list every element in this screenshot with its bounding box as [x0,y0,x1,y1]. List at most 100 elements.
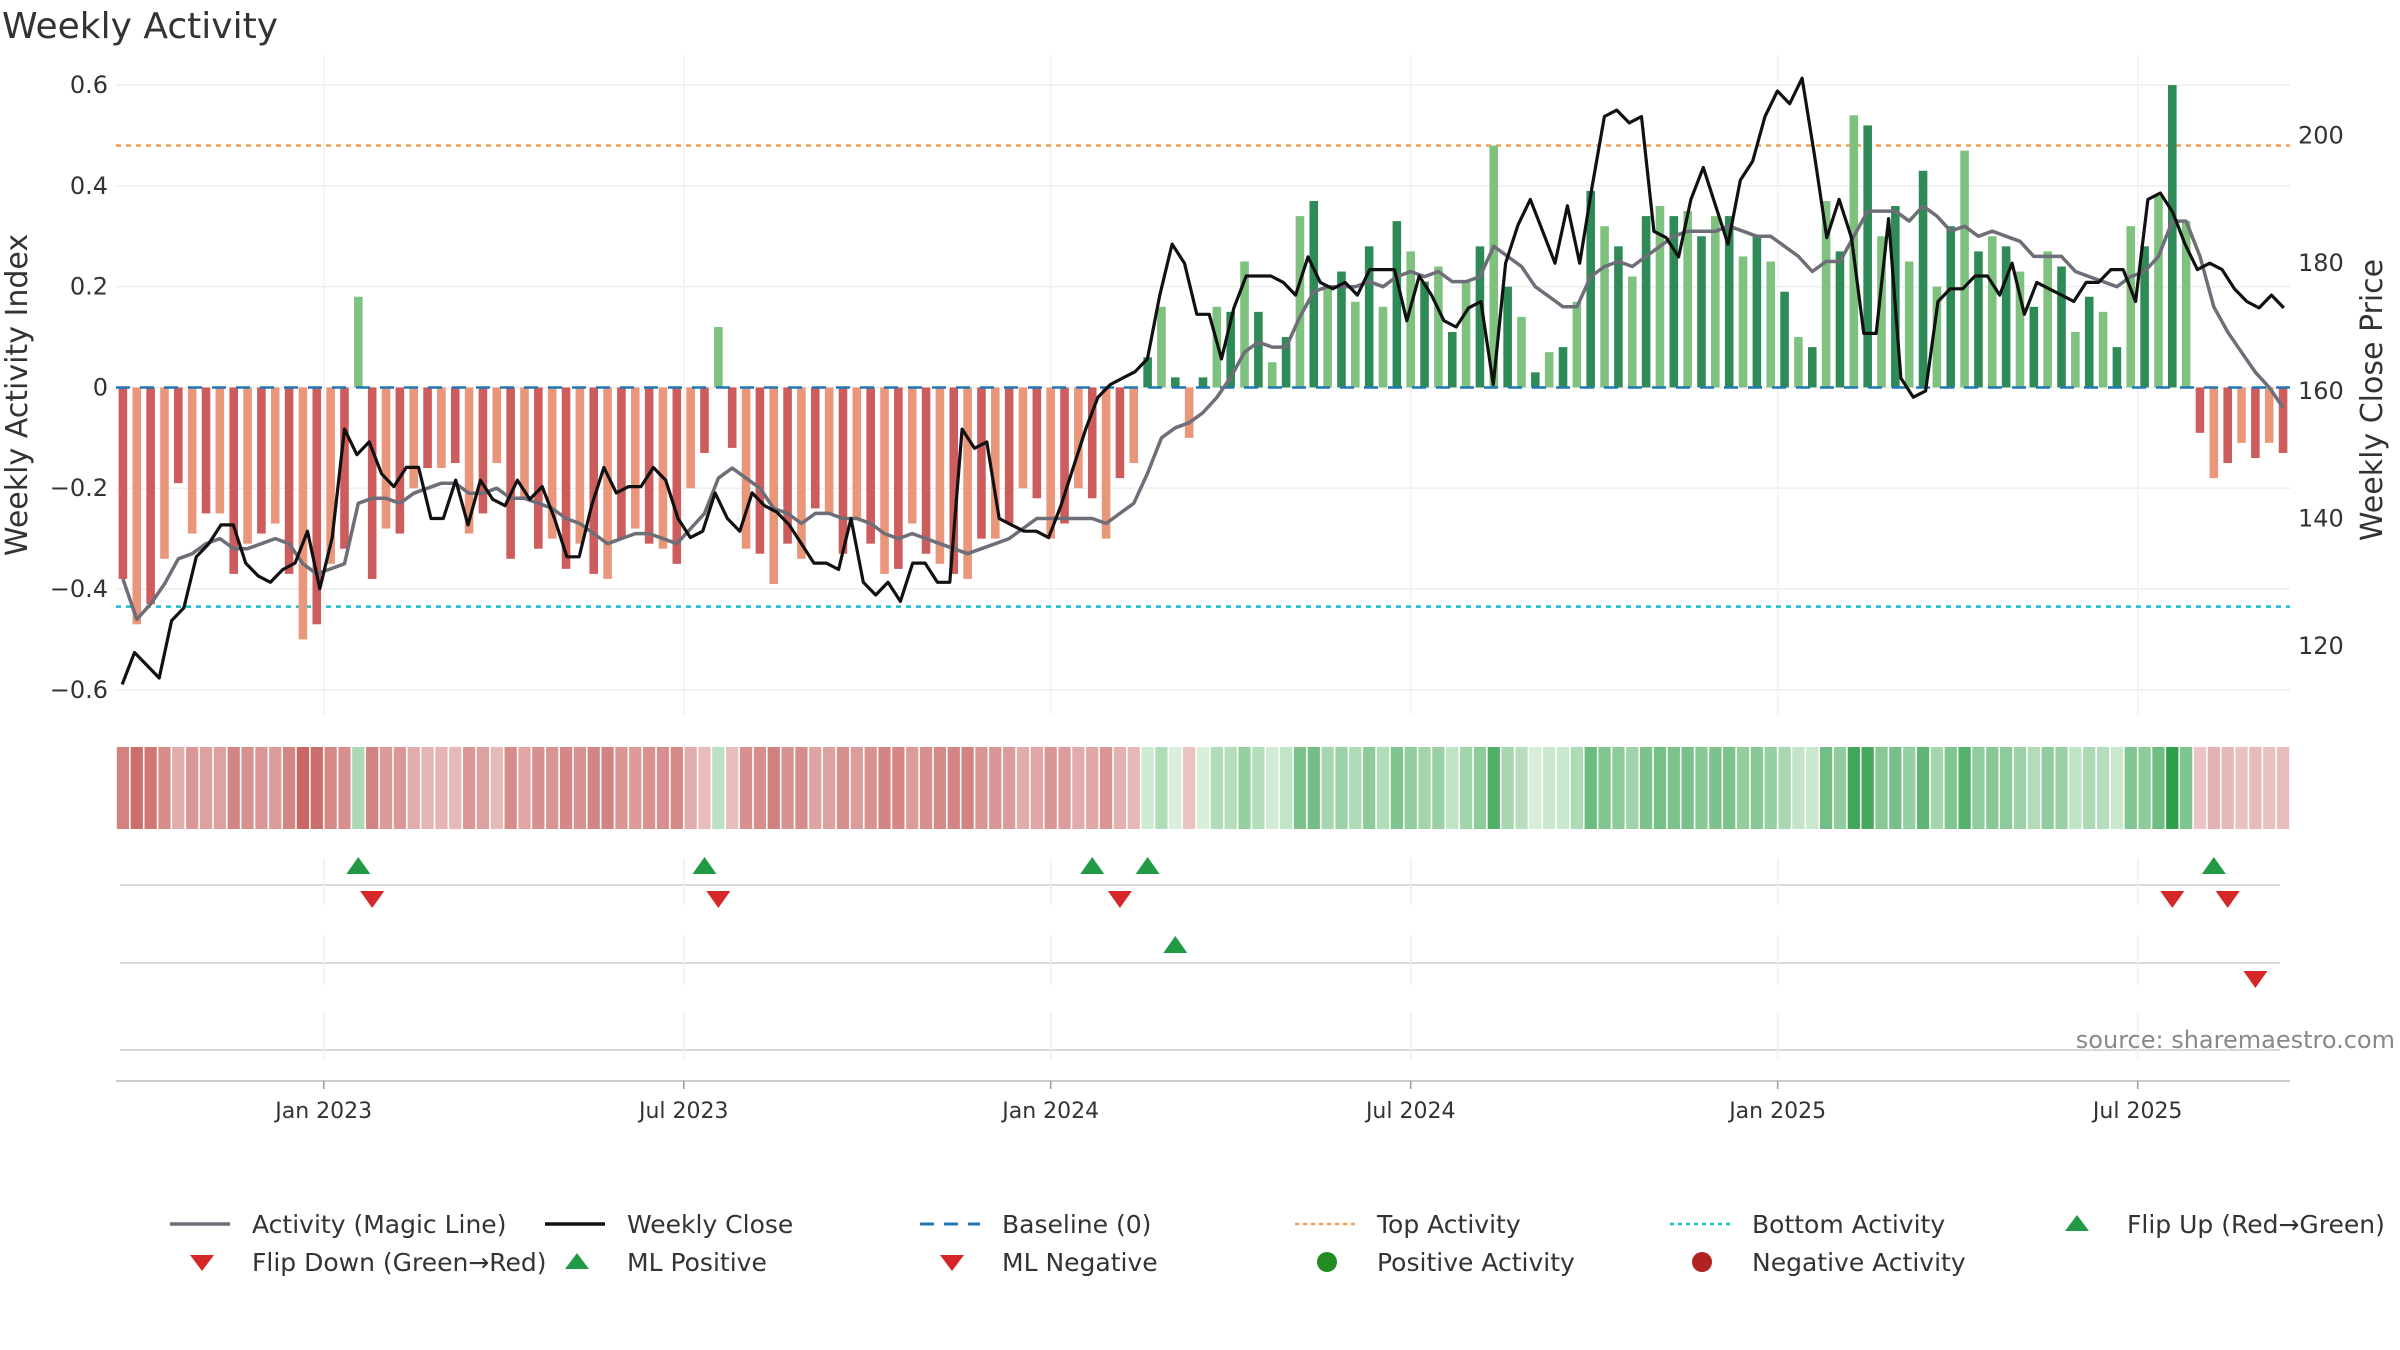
activity-bar [201,387,211,514]
activity-bar [630,387,640,529]
strip-cell [1889,747,1902,829]
activity-bar [1364,246,1374,388]
activity-bar [1780,291,1789,388]
legend: Activity (Magic Line) Weekly Close Baselin… [140,1205,2400,1295]
activity-heat-strip [116,747,2290,829]
strip-cell [1819,747,1833,829]
activity-bar [1807,347,1817,388]
y-axis-right: 120 140 160 180 200 [2298,122,2344,660]
activity-bar [1281,337,1291,388]
strip-cell [338,747,351,829]
x-tick-label: Jul 2024 [1364,1099,1456,1124]
strip-cell [1584,747,1597,829]
strip-cell [1390,747,1403,829]
activity-bar [1669,216,1679,388]
activity-bar [1240,261,1249,388]
activity-bar [1627,276,1637,388]
activity-bar [1572,301,1582,388]
activity-bar [755,387,765,554]
strip-cell [2276,747,2290,829]
activity-bar [1032,387,1042,499]
magic-line [121,204,2285,622]
activity-bar [1351,301,1360,388]
strip-cell [144,747,157,829]
activity-bar [2043,251,2052,388]
strip-cell [823,747,836,829]
strip-cell [1709,747,1722,829]
activity-bars [116,85,2290,640]
activity-bar [575,387,585,544]
activity-bar [534,387,543,549]
activity-bar [1378,306,1388,388]
activity-bar [298,387,308,640]
activity-bar [1184,387,1194,438]
activity-bar [326,387,335,564]
strip-cell [767,747,780,829]
activity-bar [658,387,668,549]
activity-bar [1157,306,1166,388]
legend-triangle-up [565,1253,589,1269]
activity-bar [1129,387,1139,464]
strip-cell [282,747,296,829]
activity-bar [2209,387,2219,479]
strip-cell [919,747,933,829]
legend-item: Negative Activity [1668,1243,1966,1281]
strip-cell [2166,747,2179,829]
strip-cell [504,747,517,829]
activity-bar [644,387,654,544]
activity-bar [423,387,432,469]
strip-cell [2263,747,2276,829]
x-tick-label: Jan 2025 [1727,1099,1826,1124]
strip-cell [324,747,337,829]
strip-cell [975,747,988,829]
strip-cell [1086,747,1099,829]
strip-cell [1723,747,1736,829]
activity-bar [1004,387,1014,524]
legend-item: Flip Up (Red→Green) [2043,1205,2385,1243]
strip-cell [1169,747,1182,829]
activity-bar [2112,347,2122,388]
chart-title: Weekly Activity [2,6,278,47]
strip-cell [255,747,268,829]
activity-bar [1101,387,1111,539]
activity-bar [921,387,931,554]
activity-bar [963,387,972,579]
activity-bar [617,387,626,539]
strip-cell [1030,747,1043,829]
strip-cell [1986,747,1999,829]
activity-bar [1406,251,1415,388]
strip-cell [656,747,670,829]
strip-cell [878,747,891,829]
legend-label: Top Activity [1377,1209,1521,1239]
strip-cell [1958,747,1971,829]
activity-bar [1904,261,1914,388]
legend-item: Top Activity [1293,1205,1521,1243]
strip-cell [130,747,143,829]
strip-cell [2152,747,2165,829]
activity-bar [589,387,599,574]
legend-label: Positive Activity [1377,1247,1575,1277]
legend-label: Flip Up (Red→Green) [2127,1209,2385,1239]
activity-bar [1115,387,1125,479]
flip-up-marker [1080,857,1105,874]
strip-cell [518,747,531,829]
activity-bar [1046,387,1055,539]
strip-cell [462,747,476,829]
legend-swatch [920,1222,980,1226]
legend-swatch [170,1222,230,1226]
legend-swatch [1317,1252,1337,1272]
activity-bar [1198,377,1208,388]
activity-bar [686,387,695,489]
activity-bar [160,387,169,559]
strip-cell [933,747,947,829]
activity-bar [1254,311,1263,388]
strip-cell [227,747,240,829]
flip-up-marker [346,857,371,874]
activity-bar [1794,337,1803,388]
activity-bar [2223,387,2232,464]
activity-bar [1752,236,1762,388]
y-axis-right-title: Weekly Close Price [2355,259,2390,541]
activity-bar [229,387,238,574]
legend-item: Baseline (0) [918,1205,1151,1243]
strip-cell [1293,747,1307,829]
